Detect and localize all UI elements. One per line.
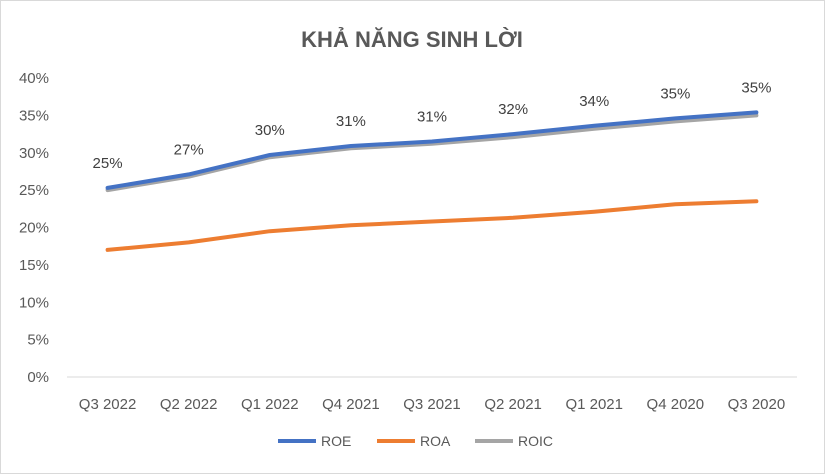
- x-tick-label: Q3 2021: [403, 396, 461, 413]
- series-line-roic: [105, 113, 759, 193]
- y-tick-label: 25%: [19, 182, 49, 199]
- series-line-roa: [105, 199, 759, 252]
- x-tick-label: Q2 2021: [484, 396, 542, 413]
- y-tick-label: 10%: [19, 294, 49, 311]
- data-label: 32%: [498, 101, 528, 118]
- chart-title: KHẢ NĂNG SINH LỜI: [301, 27, 523, 52]
- data-label: 27%: [174, 141, 204, 158]
- x-tick-label: Q4 2020: [647, 396, 705, 413]
- x-axis: Q3 2022 Q2 2022 Q1 2022 Q4 2021 Q3 2021 Q2 20…: [79, 396, 785, 413]
- y-tick-label: 20%: [19, 220, 49, 237]
- legend-label: ROE: [321, 433, 351, 449]
- legend: ROE ROA ROIC: [278, 433, 553, 449]
- x-tick-label: Q4 2021: [322, 396, 380, 413]
- legend-item-roe: ROE: [278, 433, 351, 449]
- legend-label: ROA: [420, 433, 451, 449]
- data-label: 35%: [741, 79, 771, 96]
- legend-item-roic: ROIC: [475, 433, 553, 449]
- data-label: 31%: [417, 109, 447, 126]
- data-label: 30%: [255, 122, 285, 139]
- x-tick-label: Q1 2021: [565, 396, 623, 413]
- x-tick-label: Q3 2020: [728, 396, 786, 413]
- data-label: 31%: [336, 113, 366, 130]
- y-axis: 0% 5% 10% 15% 20% 25% 30% 35% 40%: [19, 70, 49, 386]
- data-label: 34%: [579, 93, 609, 110]
- y-tick-label: 35%: [19, 107, 49, 124]
- data-label: 35%: [660, 85, 690, 102]
- y-tick-label: 30%: [19, 145, 49, 162]
- x-tick-label: Q2 2022: [160, 396, 218, 413]
- series-line-roe: [105, 110, 759, 190]
- legend-label: ROIC: [518, 433, 553, 449]
- y-tick-label: 15%: [19, 257, 49, 274]
- y-tick-label: 40%: [19, 70, 49, 87]
- y-tick-label: 0%: [27, 369, 49, 386]
- data-label: 25%: [93, 155, 123, 172]
- y-tick-label: 5%: [27, 332, 49, 349]
- series-group: [105, 110, 759, 252]
- legend-item-roa: ROA: [377, 433, 451, 449]
- data-labels: 25% 27% 30% 31% 31% 32% 34% 35% 35%: [93, 79, 772, 171]
- x-tick-label: Q3 2022: [79, 396, 137, 413]
- x-tick-label: Q1 2022: [241, 396, 299, 413]
